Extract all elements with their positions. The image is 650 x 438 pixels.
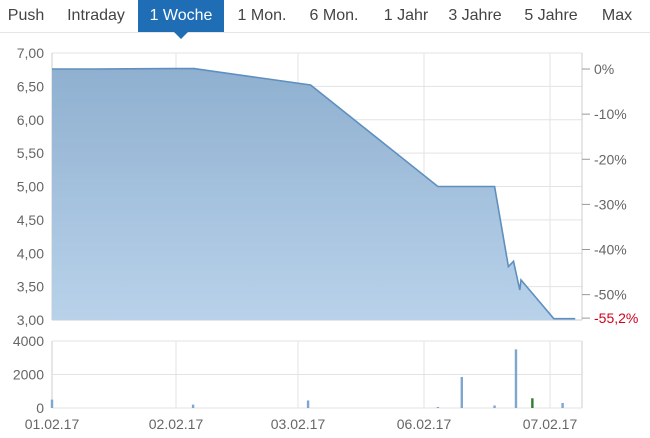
price-tick-label: 4,00 (17, 245, 44, 261)
volume-bar (531, 398, 534, 408)
date-tick-label: 03.02.17 (271, 416, 326, 432)
date-tick-label: 01.02.17 (25, 416, 80, 432)
price-tick-label: 6,50 (17, 78, 44, 94)
volume-tick-label: 4000 (13, 333, 44, 349)
price-tick-label: 5,00 (17, 179, 44, 195)
tab-6-mon[interactable]: 6 Mon. (309, 7, 359, 24)
tab-push[interactable]: Push (7, 7, 45, 24)
volume-bars (50, 349, 564, 408)
percent-tick-label: -40% (594, 242, 627, 258)
date-tick-label: 06.02.17 (397, 416, 452, 432)
percent-tick-label: 0% (594, 61, 614, 77)
date-tick-label: 07.02.17 (523, 416, 578, 432)
volume-bar (493, 405, 496, 408)
date-x-axis: 01.02.17 02.02.17 03.02.17 06.02.17 07.02.17 (25, 416, 578, 432)
volume-grid (52, 340, 582, 409)
price-line (52, 67, 576, 320)
tab-3-jahre[interactable]: 3 Jahre (448, 7, 502, 24)
volume-bar (436, 406, 440, 408)
price-tick-label: 5,50 (17, 145, 44, 161)
date-tick-label: 02.02.17 (149, 416, 204, 432)
volume-tick-label: 0 (36, 400, 44, 416)
volume-tick-label: 2000 (13, 367, 44, 383)
volume-bar (306, 400, 310, 408)
price-area (52, 68, 576, 321)
volume-bar (561, 402, 564, 408)
price-tick-label: 6,00 (17, 112, 44, 128)
tab-1-jahr[interactable]: 1 Jahr (383, 7, 429, 24)
volume-bar (514, 349, 518, 408)
tab-1-mon[interactable]: 1 Mon. (237, 7, 287, 24)
tab-1-woche[interactable]: 1 Woche (138, 0, 224, 39)
percent-tick-label: -10% (594, 106, 627, 122)
price-y-axis: 3,00 3,50 4,00 4,50 5,00 5,50 6,00 6,50 7,00 (17, 45, 44, 328)
percent-tick-label: -30% (594, 196, 627, 212)
tab-intraday[interactable]: Intraday (67, 7, 125, 24)
volume-bar (460, 377, 463, 408)
price-tick-label: 4,50 (17, 212, 44, 228)
percent-tick-label: -20% (594, 151, 627, 167)
volume-bar (191, 404, 195, 408)
period-tab-bar: Push Intraday 1 Woche 1 Mon. 6 Mon. 1 Jahr 3 J… (0, 0, 650, 39)
volume-bar (50, 399, 54, 408)
volume-y-axis: 0 2000 4000 (13, 333, 44, 416)
price-tick-label: 3,50 (17, 279, 44, 295)
price-tick-label: 3,00 (17, 312, 44, 328)
percent-y-axis: 0% -10% -20% -30% -40% -50% -55,2% (582, 61, 638, 326)
tab-max[interactable]: Max (601, 7, 633, 24)
price-tick-label: 7,00 (17, 45, 44, 61)
tab-5-jahre[interactable]: 5 Jahre (524, 7, 578, 24)
percent-tick-label: -55,2% (594, 310, 638, 326)
percent-tick-label: -50% (594, 287, 627, 303)
